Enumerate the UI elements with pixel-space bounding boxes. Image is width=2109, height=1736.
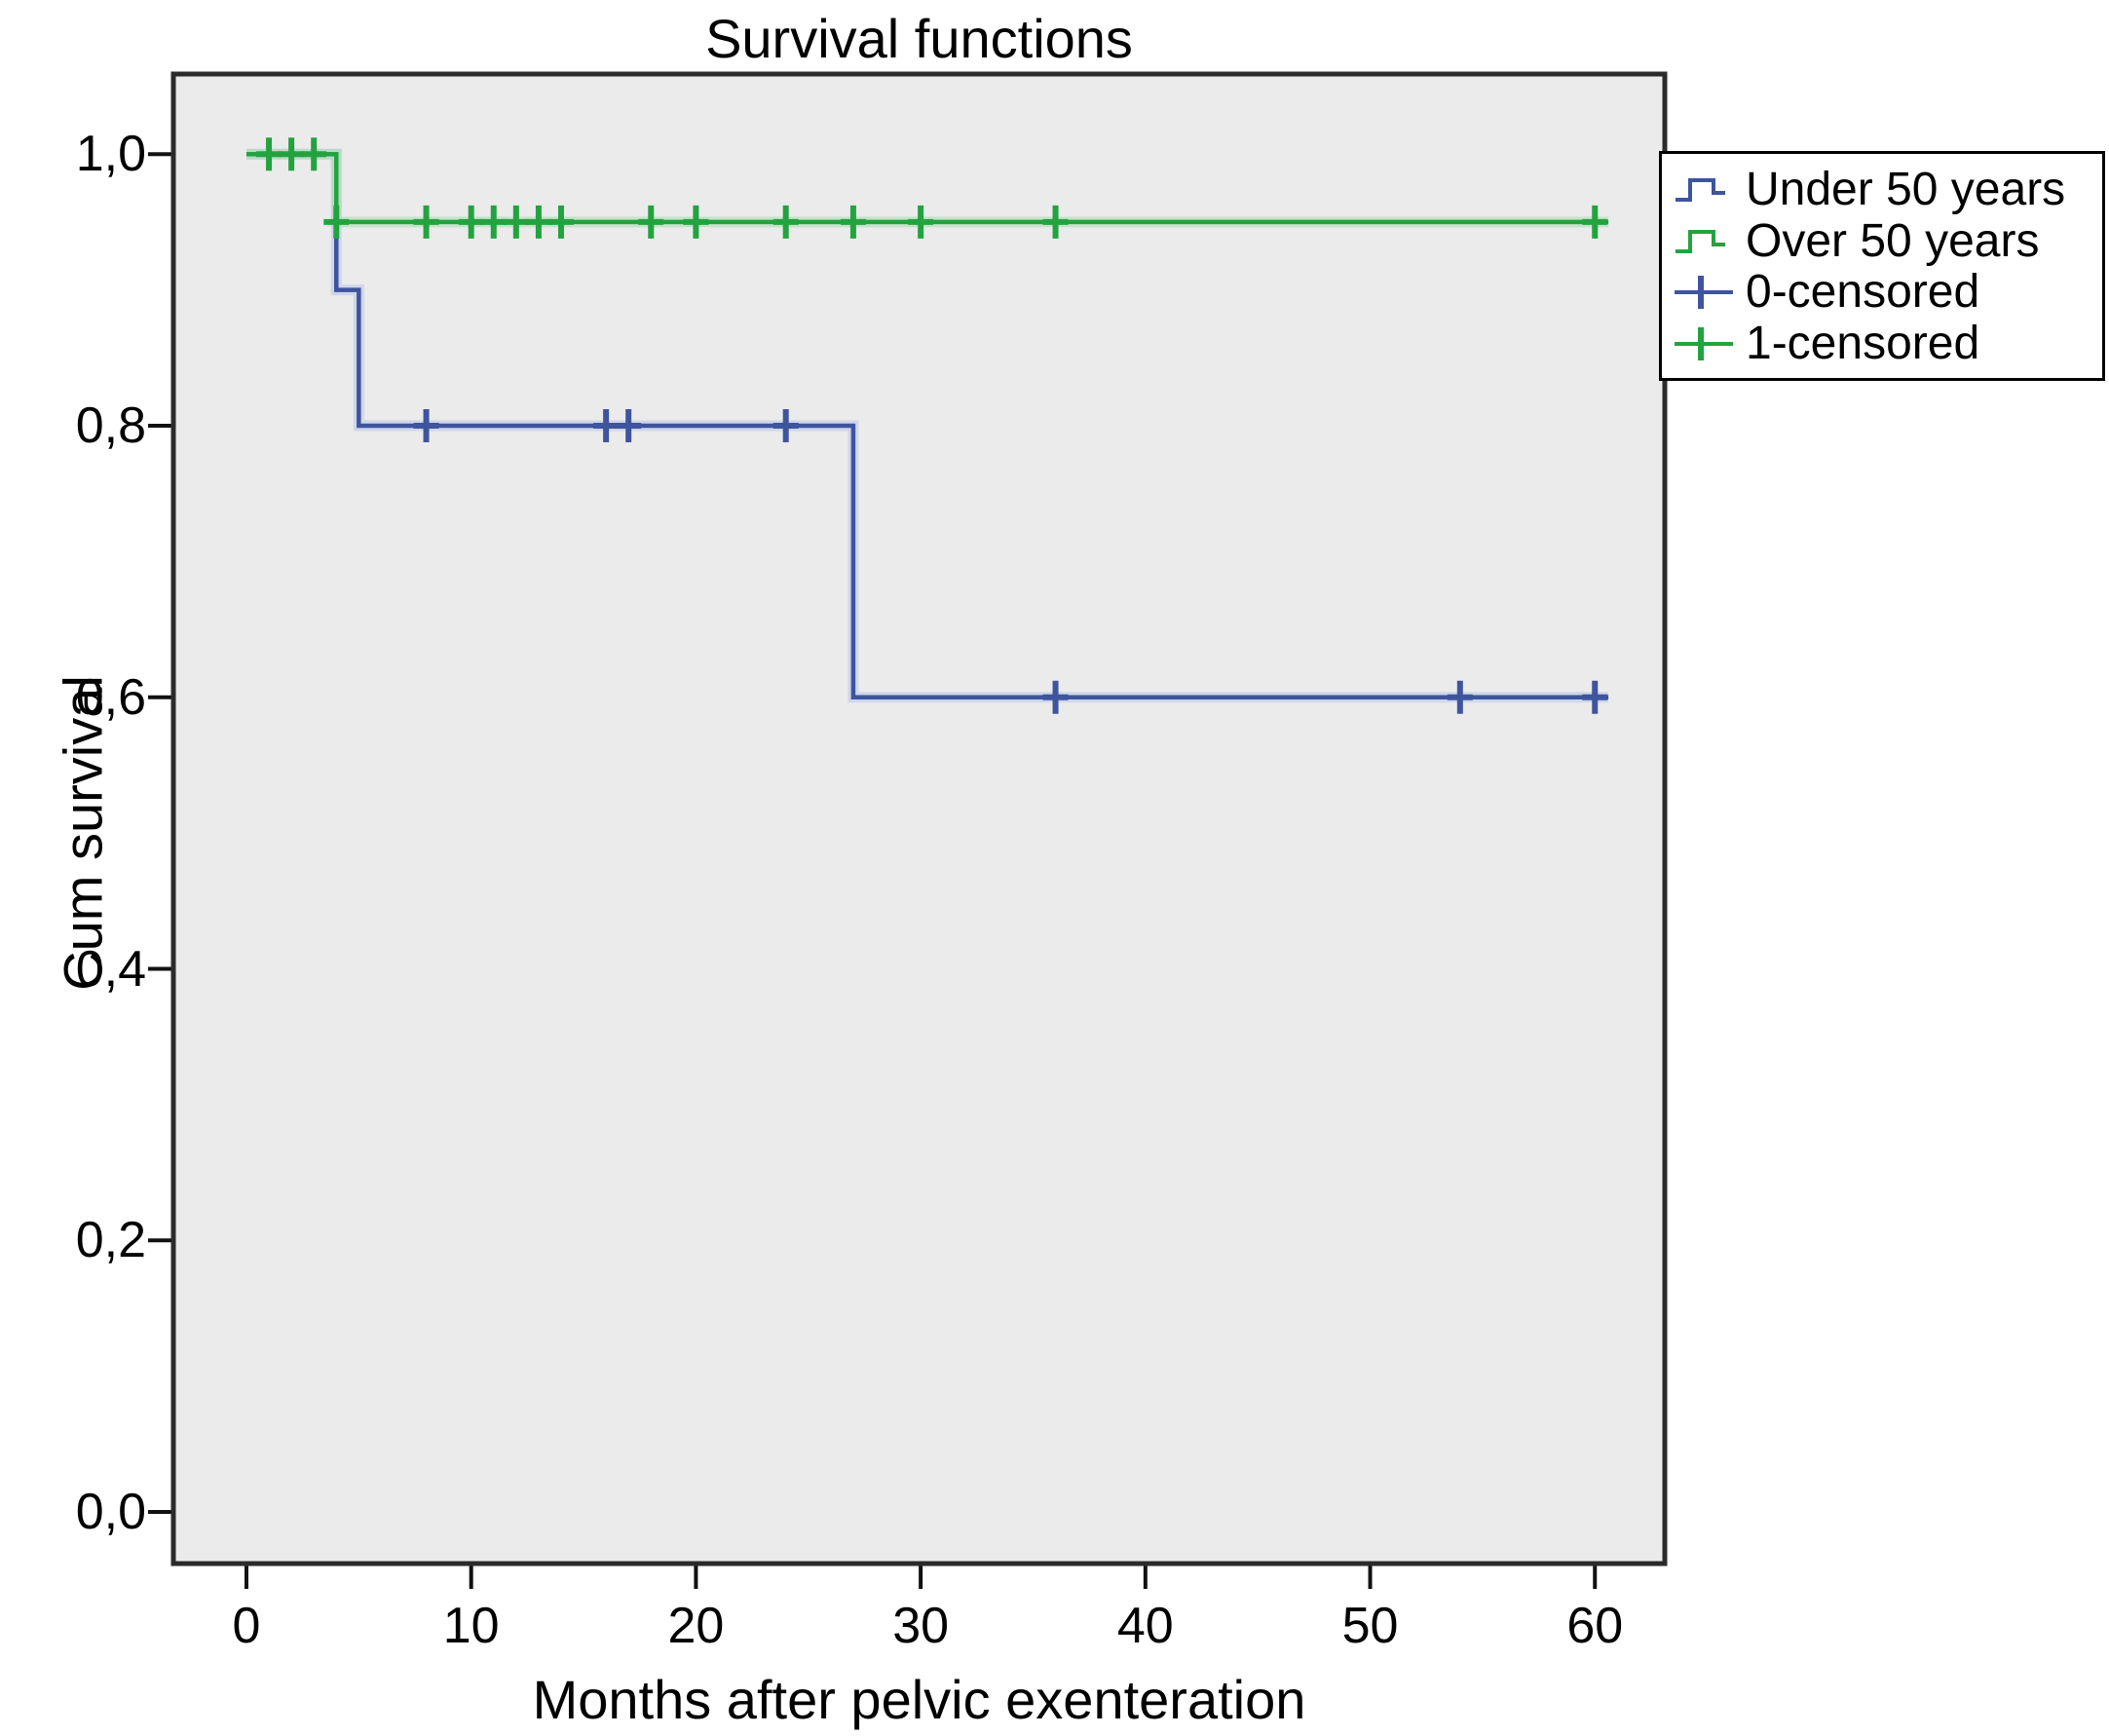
y-tick-label: 0,4 — [75, 940, 146, 998]
censor-mark-under-50-years — [772, 408, 799, 442]
legend-item-over-50-years: Over 50 years — [1674, 214, 2096, 267]
censor-mark-over-50-years — [279, 137, 305, 171]
censor-mark-over-50-years — [323, 205, 350, 239]
x-tick-label: 30 — [892, 1598, 950, 1654]
y-tick-label: 0,8 — [75, 396, 146, 454]
censor-mark-over-50-years — [525, 205, 551, 239]
legend-label: Under 50 years — [1746, 163, 2066, 215]
legend-label: Over 50 years — [1746, 214, 2040, 267]
censor-mark-under-50-years — [1042, 680, 1069, 714]
y-tick-label: 1,0 — [75, 126, 146, 183]
legend-item-under-50-years: Under 50 years — [1674, 163, 2096, 215]
legend-step-line-icon — [1676, 229, 1725, 253]
legend-censor-plus-icon — [1675, 327, 1733, 361]
legend-label: 1-censored — [1746, 318, 1980, 370]
censor-mark-over-50-years — [413, 205, 439, 239]
censor-mark-over-50-years — [683, 205, 709, 239]
plot-border — [170, 71, 1668, 1566]
x-tick-label: 0 — [232, 1598, 261, 1654]
censor-mark-under-50-years — [1447, 680, 1473, 714]
x-tick-label: 10 — [442, 1598, 500, 1654]
x-axis-title: Months after pelvic exenteration — [532, 1669, 1306, 1730]
censor-mark-under-50-years — [413, 408, 439, 442]
censor-mark-over-50-years — [480, 205, 507, 239]
censor-mark-over-50-years — [908, 205, 934, 239]
censor-mark-over-50-years — [503, 205, 529, 239]
censor-mark-over-50-years — [1042, 205, 1069, 239]
censor-mark-under-50-years — [593, 408, 620, 442]
legend-step-line-icon — [1676, 177, 1725, 202]
y-tick-label: 0,6 — [75, 668, 146, 726]
plot-area — [173, 74, 1665, 1564]
chart-title: Survival functions — [705, 8, 1133, 69]
y-axis-title: Cum survival — [52, 675, 114, 991]
legend-box: Under 50 years Over 50 years 0-censored 1-c… — [1659, 151, 2105, 381]
legend-label: 0-censored — [1746, 266, 1980, 319]
x-tick-label: 40 — [1116, 1598, 1174, 1654]
censor-mark-over-50-years — [458, 205, 484, 239]
censor-mark-over-50-years — [1582, 205, 1608, 239]
censor-mark-over-50-years — [256, 137, 282, 171]
censor-mark-under-50-years — [1582, 680, 1608, 714]
legend-item-0-censored: 0-censored — [1674, 267, 2096, 318]
censor-mark-over-50-years — [638, 205, 664, 239]
y-tick-label: 0,0 — [75, 1484, 146, 1541]
legend-censor-plus-icon — [1675, 276, 1733, 310]
censor-mark-over-50-years — [301, 137, 327, 171]
x-tick-label: 60 — [1566, 1598, 1624, 1654]
legend-item-1-censored: 1-censored — [1674, 319, 2096, 369]
censor-mark-over-50-years — [840, 205, 866, 239]
x-tick-label: 50 — [1341, 1598, 1399, 1654]
y-tick-label: 0,2 — [75, 1212, 146, 1269]
censor-mark-over-50-years — [772, 205, 799, 239]
x-tick-label: 20 — [667, 1598, 725, 1654]
censor-mark-over-50-years — [547, 205, 574, 239]
censor-mark-under-50-years — [616, 408, 642, 442]
